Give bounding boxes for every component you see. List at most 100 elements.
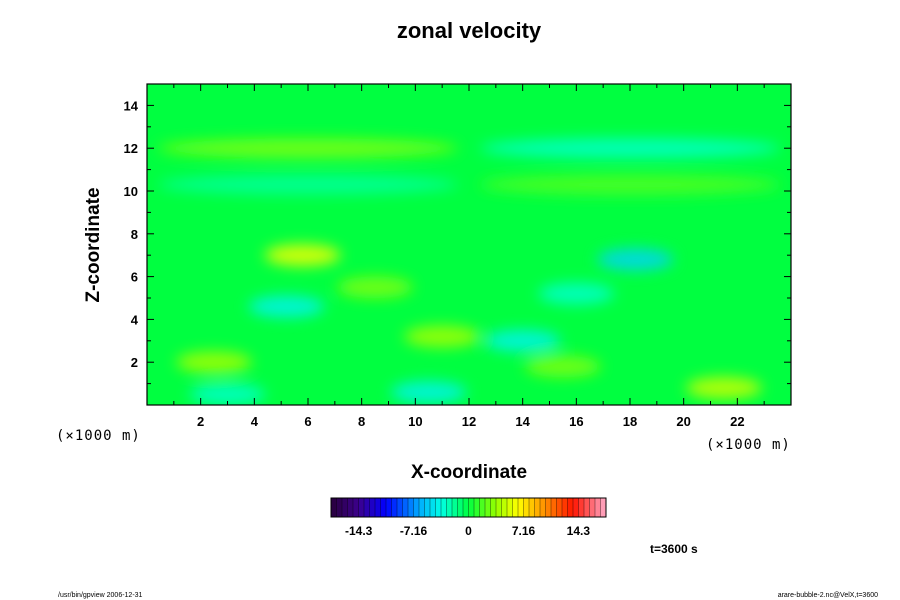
field-feature-10	[158, 174, 458, 195]
field-background	[147, 84, 791, 405]
colorbar-cell	[441, 498, 447, 517]
colorbar-cell	[446, 498, 453, 517]
y-axis-unit: (×1000 m)	[56, 428, 141, 444]
colorbar-cell	[369, 498, 376, 517]
field-feature-1	[264, 244, 341, 267]
colorbar-cell	[435, 498, 442, 517]
field-feature-12	[189, 383, 266, 405]
colorbar-cell	[485, 498, 491, 517]
colorbar-cell	[595, 498, 601, 517]
colorbar-cell	[573, 498, 579, 517]
x-tick-label: 22	[730, 414, 744, 429]
field-feature-4	[176, 351, 253, 374]
colorbar-cell	[529, 498, 535, 517]
colorbar-cell	[479, 498, 486, 517]
chart-title: zonal velocity	[397, 18, 542, 43]
field-feature-3	[685, 376, 762, 399]
colorbar-cell	[534, 498, 541, 517]
colorbar-cell	[540, 498, 546, 517]
colorbar-cell	[342, 498, 348, 517]
colorbar-cell	[567, 498, 574, 517]
colorbar-cell	[507, 498, 513, 517]
colorbar-cell	[523, 498, 530, 517]
field-feature-14	[524, 355, 601, 378]
field-feature-7	[404, 325, 481, 348]
x-axis-label: X-coordinate	[411, 462, 527, 483]
colorbar-cell	[408, 498, 414, 517]
x-tick-label: 8	[358, 414, 365, 429]
colorbar-cell	[512, 498, 519, 517]
field-feature-15	[337, 276, 414, 299]
colorbar-cell	[551, 498, 557, 517]
colorbar-tick-label: 0	[465, 524, 472, 538]
x-tick-label: 12	[462, 414, 476, 429]
colorbar-cell	[336, 498, 343, 517]
colorbar-tick-label: -7.16	[400, 524, 428, 538]
colorbar-cell	[364, 498, 370, 517]
field-feature-5	[484, 329, 561, 352]
x-tick-label: 10	[408, 414, 422, 429]
y-tick-label: 4	[131, 312, 139, 327]
colorbar-tick-label: 14.3	[567, 524, 591, 538]
time-label: t=3600 s	[650, 542, 698, 556]
colorbar-cell	[562, 498, 568, 517]
colorbar-cell	[413, 498, 420, 517]
colorbar-cell	[545, 498, 552, 517]
colorbar-cell	[358, 498, 365, 517]
x-axis-unit: (×1000 m)	[706, 437, 791, 453]
x-tick-label: 4	[251, 414, 259, 429]
y-tick-label: 6	[131, 270, 138, 285]
y-tick-label: 2	[131, 355, 138, 370]
colorbar-frame	[330, 497, 607, 518]
y-axis-label: Z-coordinate	[83, 187, 104, 302]
y-axis-ticks: 2 4 6 8 10 12 14	[124, 98, 791, 385]
x-tick-label: 14	[515, 414, 530, 429]
colorbar-cell	[518, 498, 524, 517]
field-feature-9	[480, 138, 780, 159]
y-tick-label: 12	[124, 141, 138, 156]
colorbar-cell	[496, 498, 502, 517]
footer-right: arare-bubble-2.nc@VelX,t=3600	[778, 592, 878, 599]
x-tick-label: 20	[676, 414, 690, 429]
x-tick-label: 6	[304, 414, 311, 429]
colorbar-cell	[347, 498, 354, 517]
x-axis-ticks: 2 4 6 8 10 12 14 16 18 20 22	[173, 84, 765, 429]
colorbar-cell	[353, 498, 359, 517]
y-tick-label: 10	[124, 184, 138, 199]
field-feature-11	[480, 174, 780, 195]
field-feature-13	[390, 381, 467, 404]
y-tick-label: 14	[124, 98, 139, 113]
colorbar-cell	[468, 498, 475, 517]
colorbar-cell	[490, 498, 497, 517]
x-tick-label: 2	[197, 414, 204, 429]
colorbar: -14.3 -7.16 0 7.16 14.3	[330, 497, 607, 538]
colorbar-cell	[397, 498, 403, 517]
field-feature-2	[597, 248, 674, 271]
colorbar-ticks: -14.3 -7.16 0 7.16 14.3	[345, 524, 590, 538]
colorbar-cells	[331, 498, 607, 517]
colorbar-tick-label: -14.3	[345, 524, 373, 538]
field-feature-6	[248, 295, 325, 318]
colorbar-cell	[474, 498, 480, 517]
colorbar-cell	[386, 498, 392, 517]
colorbar-cell	[452, 498, 458, 517]
x-tick-label: 18	[623, 414, 637, 429]
colorbar-cell	[391, 498, 398, 517]
field-feature-8	[158, 138, 458, 159]
field-feature-16	[538, 282, 615, 305]
colorbar-cell	[501, 498, 508, 517]
y-tick-label: 8	[131, 227, 138, 242]
footer-left: /usr/bin/gpview 2006-12-31	[58, 592, 143, 599]
colorbar-cell	[430, 498, 436, 517]
colorbar-cell	[600, 498, 607, 517]
colorbar-cell	[463, 498, 469, 517]
colorbar-cell	[419, 498, 425, 517]
colorbar-cell	[402, 498, 409, 517]
colorbar-cell	[556, 498, 563, 517]
colorbar-cell	[589, 498, 596, 517]
colorbar-cell	[331, 498, 337, 517]
colorbar-cell	[424, 498, 431, 517]
field-features	[158, 138, 780, 405]
